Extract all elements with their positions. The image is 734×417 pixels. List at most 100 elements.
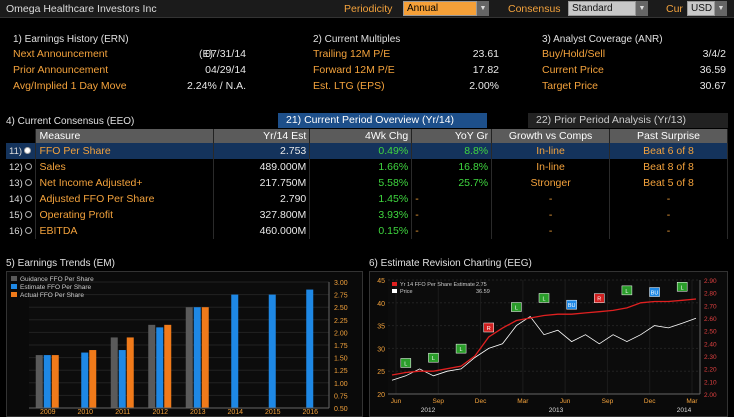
surprise-cell[interactable]: - bbox=[609, 207, 728, 223]
measure-header[interactable]: Measure bbox=[35, 129, 215, 143]
row-index[interactable]: 15) bbox=[6, 207, 37, 223]
y-right-tick-label: 2.80 bbox=[704, 291, 717, 298]
consensus-header-row: Measure Yr/14 Est 4Wk Chg YoY Gr Growth … bbox=[6, 129, 728, 143]
currency-select[interactable]: USD bbox=[687, 1, 715, 16]
consensus-row[interactable]: 16) EBITDA 460.000M 0.15% - - - bbox=[6, 223, 728, 239]
legend-label: Price bbox=[400, 289, 413, 295]
x-year-label: 2014 bbox=[677, 407, 692, 414]
prior-announcement-value: 04/29/14 bbox=[205, 64, 246, 76]
yoy-header[interactable]: YoY Gr bbox=[411, 129, 493, 143]
bar bbox=[164, 324, 172, 408]
earnings-trends-panel: 0.50 0.75 1.00 1.25 1.50 1.75 2.00 2.25 2.50 2.75… bbox=[6, 271, 363, 417]
chg-header[interactable]: 4Wk Chg bbox=[309, 129, 413, 143]
legend-swatch bbox=[392, 282, 397, 286]
earnings-history-title[interactable]: 1) Earnings History (ERN) bbox=[13, 34, 129, 45]
periodicity-dropdown-icon[interactable]: ▼ bbox=[477, 1, 489, 16]
consensus-row[interactable]: 15) Operating Profit 327.800M 3.93% - - - bbox=[6, 207, 728, 223]
revision-marker-label: L bbox=[542, 296, 545, 302]
consensus-select[interactable]: Standard bbox=[568, 1, 636, 16]
row-index[interactable]: 13) bbox=[6, 175, 37, 191]
growth-header[interactable]: Growth vs Comps bbox=[491, 129, 611, 143]
est-header[interactable]: Yr/14 Est bbox=[213, 129, 311, 143]
series-line bbox=[391, 298, 697, 376]
x-tick-label: Mar bbox=[686, 398, 698, 405]
surprise-cell[interactable]: Beat 5 of 8 bbox=[609, 175, 728, 191]
row-index[interactable]: 11) bbox=[6, 143, 37, 159]
row-index[interactable]: 12) bbox=[6, 159, 37, 175]
surprise-cell[interactable]: Beat 8 of 8 bbox=[609, 159, 728, 175]
growth-cell: Stronger bbox=[491, 175, 611, 191]
consensus-row[interactable]: 13) Net Income Adjusted+ 217.750M 5.58% 25.7… bbox=[6, 175, 728, 191]
next-announcement-value: 07/31/14 bbox=[205, 48, 246, 60]
avg-move-label: Avg/Implied 1 Day Move bbox=[13, 80, 127, 92]
currency-dropdown-icon[interactable]: ▼ bbox=[715, 1, 727, 16]
next-announcement-row: Next Announcement (E) 07/31/14 bbox=[13, 48, 246, 64]
legend-swatch bbox=[11, 292, 17, 297]
x-tick-label: 2016 bbox=[302, 409, 318, 416]
earnings-trends-title[interactable]: 5) Earnings Trends (EM) bbox=[6, 258, 115, 269]
tab-current-period[interactable]: 21) Current Period Overview (Yr/14) bbox=[278, 113, 487, 128]
bar bbox=[35, 355, 43, 408]
bar bbox=[110, 337, 118, 408]
bar bbox=[306, 289, 314, 408]
analyst-coverage-title[interactable]: 3) Analyst Coverage (ANR) bbox=[542, 34, 663, 45]
legend-swatch bbox=[392, 289, 397, 293]
tab-prior-period[interactable]: 22) Prior Period Analysis (Yr/13) bbox=[528, 113, 728, 128]
chg-cell: 0.49% bbox=[309, 143, 413, 159]
row-index-label: 13) bbox=[9, 177, 23, 189]
consensus-row[interactable]: 14) Adjusted FFO Per Share 2.790 1.45% - - - bbox=[6, 191, 728, 207]
measure-cell[interactable]: Operating Profit bbox=[35, 207, 215, 223]
legend-swatch bbox=[11, 276, 17, 281]
y-left-tick-label: 30 bbox=[377, 346, 385, 353]
est-cell: 217.750M bbox=[213, 175, 311, 191]
row-radio-icon[interactable] bbox=[24, 227, 32, 235]
row-index[interactable]: 16) bbox=[6, 223, 37, 239]
legend-label: Estimate FFO Per Share bbox=[20, 284, 92, 291]
measure-cell[interactable]: Sales bbox=[35, 159, 215, 175]
surprise-header[interactable]: Past Surprise bbox=[609, 129, 728, 143]
row-radio-icon[interactable] bbox=[24, 163, 32, 171]
periodicity-select[interactable]: Annual bbox=[403, 1, 477, 16]
bar bbox=[89, 350, 97, 408]
legend-label: Guidance FFO Per Share bbox=[20, 276, 94, 283]
row-radio-icon[interactable] bbox=[24, 211, 32, 219]
consensus-row[interactable]: 11) FFO Per Share 2.753 0.49% 8.8% In-line Bea… bbox=[6, 143, 728, 159]
surprise-cell[interactable]: - bbox=[609, 191, 728, 207]
growth-cell: - bbox=[491, 223, 611, 239]
y-right-tick-label: 2.20 bbox=[704, 367, 717, 374]
x-tick-label: 2013 bbox=[190, 409, 206, 416]
revision-marker-label: L bbox=[515, 306, 518, 312]
surprise-cell[interactable]: - bbox=[609, 223, 728, 239]
row-index[interactable]: 14) bbox=[6, 191, 37, 207]
current-consensus-title[interactable]: 4) Current Consensus (EEO) bbox=[6, 116, 135, 127]
y-left-tick-label: 40 bbox=[377, 301, 385, 308]
measure-cell[interactable]: FFO Per Share bbox=[35, 143, 215, 159]
consensus-row[interactable]: 12) Sales 489.000M 1.66% 16.8% In-line Beat 8 … bbox=[6, 159, 728, 175]
revision-marker bbox=[594, 293, 605, 303]
measure-cell[interactable]: EBITDA bbox=[35, 223, 215, 239]
est-cell: 327.800M bbox=[213, 207, 311, 223]
y-tick-label: 2.75 bbox=[334, 293, 348, 300]
next-announcement-label: Next Announcement bbox=[13, 48, 108, 60]
row-radio-icon[interactable] bbox=[24, 179, 32, 187]
consensus-label: Consensus bbox=[508, 3, 561, 15]
current-price-label: Current Price bbox=[542, 64, 604, 76]
yoy-cell: - bbox=[411, 191, 493, 207]
y-tick-label: 1.50 bbox=[334, 356, 348, 363]
surprise-cell[interactable]: Beat 6 of 8 bbox=[609, 143, 728, 159]
revision-chart-title[interactable]: 6) Estimate Revision Charting (EEG) bbox=[369, 258, 532, 269]
measure-cell[interactable]: Net Income Adjusted+ bbox=[35, 175, 215, 191]
revision-marker-label: BU bbox=[651, 291, 659, 297]
y-tick-label: 2.00 bbox=[334, 330, 348, 337]
y-tick-label: 1.25 bbox=[334, 368, 348, 375]
app-title: Omega Healthcare Investors Inc bbox=[6, 3, 157, 15]
row-radio-icon[interactable] bbox=[24, 147, 32, 155]
revision-marker bbox=[428, 352, 439, 363]
trailing-pe-label: Trailing 12M P/E bbox=[313, 48, 391, 60]
consensus-dropdown-icon[interactable]: ▼ bbox=[636, 1, 648, 16]
buy-hold-sell-value: 3/4/2 bbox=[702, 48, 726, 60]
chg-cell: 1.45% bbox=[309, 191, 413, 207]
buy-hold-sell-label: Buy/Hold/Sell bbox=[542, 48, 606, 60]
row-radio-icon[interactable] bbox=[24, 195, 32, 203]
measure-cell[interactable]: Adjusted FFO Per Share bbox=[35, 191, 215, 207]
